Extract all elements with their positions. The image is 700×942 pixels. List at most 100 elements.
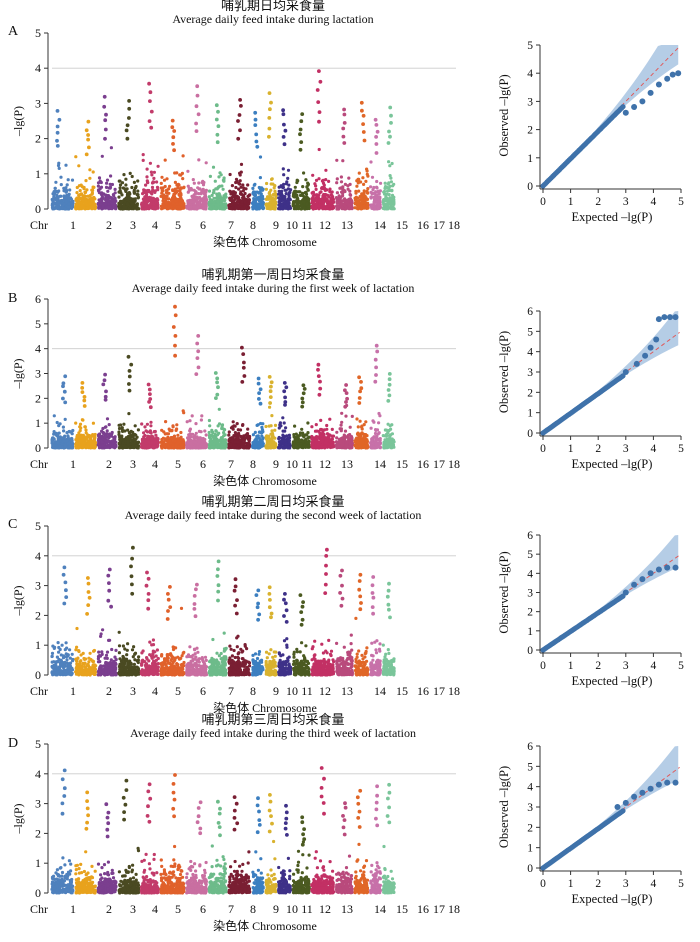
snp-point	[217, 407, 221, 411]
snp-point	[97, 437, 101, 441]
snp-point	[355, 184, 359, 188]
chromosome-7-points	[185, 334, 209, 450]
snp-point	[172, 148, 177, 153]
snp-point	[237, 187, 241, 191]
snp-point	[255, 144, 260, 149]
snp-point	[270, 414, 274, 418]
snp-point	[199, 430, 203, 434]
chromosome-1-points	[50, 374, 75, 450]
snp-point	[148, 99, 152, 103]
snp-point	[50, 437, 54, 441]
snp-point	[150, 173, 154, 177]
snp-point	[185, 420, 189, 424]
snp-point	[180, 171, 184, 175]
snp-point	[151, 188, 155, 192]
snp-point	[246, 441, 250, 446]
snp-point	[58, 444, 62, 448]
snp-point	[318, 79, 323, 84]
snp-point	[55, 109, 60, 113]
snp-point	[316, 204, 320, 208]
snp-point	[64, 163, 68, 167]
snp-point	[207, 430, 211, 435]
snp-point	[126, 428, 130, 432]
snp-point	[62, 389, 67, 394]
snp-point	[152, 180, 156, 184]
snp-point	[315, 88, 320, 92]
chromosome-5-points	[140, 81, 160, 211]
snp-point	[198, 187, 202, 191]
snp-point	[164, 198, 168, 202]
snp-point	[105, 178, 110, 182]
chromosome-tick-label: 16	[417, 218, 429, 232]
snp-point	[67, 202, 71, 207]
chromosome-12-points	[277, 381, 292, 450]
snp-point	[319, 200, 323, 204]
snp-point	[147, 81, 152, 86]
snp-point	[63, 207, 67, 211]
snp-point	[289, 188, 293, 192]
snp-point	[175, 423, 179, 427]
snp-point	[283, 128, 288, 133]
snp-point	[109, 174, 113, 178]
snp-point	[113, 187, 117, 191]
snp-point	[286, 168, 291, 172]
snp-point	[103, 118, 108, 123]
snp-point	[281, 135, 286, 139]
snp-point	[241, 183, 245, 187]
snp-point	[53, 186, 57, 190]
snp-point	[132, 188, 136, 192]
snp-point	[143, 425, 147, 429]
snp-point	[214, 117, 219, 122]
snp-point	[362, 204, 366, 209]
snp-point	[341, 126, 346, 131]
snp-point	[188, 445, 192, 449]
snp-point	[365, 206, 369, 210]
snp-point	[260, 194, 265, 198]
snp-point	[57, 161, 61, 165]
snp-point	[80, 386, 85, 390]
snp-point	[273, 189, 277, 193]
snp-point	[154, 206, 158, 210]
snp-point	[382, 207, 386, 211]
snp-point	[364, 179, 368, 183]
snp-point	[195, 196, 199, 200]
snp-point	[176, 433, 180, 437]
chromosome-13-points	[291, 112, 311, 211]
snp-point	[387, 129, 391, 134]
snp-point	[153, 190, 157, 194]
snp-point	[271, 443, 275, 447]
snp-point	[148, 161, 152, 165]
snp-point	[74, 155, 78, 159]
snp-point	[300, 112, 305, 116]
snp-point	[253, 445, 258, 449]
snp-point	[239, 162, 244, 166]
snp-point	[344, 207, 348, 211]
snp-point	[208, 434, 212, 438]
snp-point	[192, 181, 196, 185]
snp-point	[373, 207, 377, 211]
snp-point	[299, 140, 304, 145]
snp-point	[202, 196, 206, 200]
snp-point	[341, 134, 346, 139]
snp-point	[164, 200, 168, 205]
snp-point	[200, 414, 204, 418]
snp-point	[89, 206, 93, 210]
snp-point	[211, 435, 215, 439]
snp-point	[97, 191, 101, 195]
snp-point	[85, 206, 89, 210]
snp-point	[75, 436, 79, 440]
snp-point	[55, 420, 59, 425]
snp-point	[392, 182, 396, 186]
snp-point	[191, 178, 195, 182]
snp-point	[341, 187, 345, 191]
snp-point	[356, 200, 360, 205]
snp-point	[335, 181, 339, 185]
snp-point	[134, 184, 138, 189]
snp-point	[199, 418, 203, 422]
snp-point	[149, 170, 153, 174]
snp-point	[118, 204, 122, 208]
snp-point	[236, 199, 240, 204]
snp-point	[273, 423, 278, 427]
snp-point	[215, 392, 220, 397]
chromosome-13-points	[291, 383, 311, 450]
